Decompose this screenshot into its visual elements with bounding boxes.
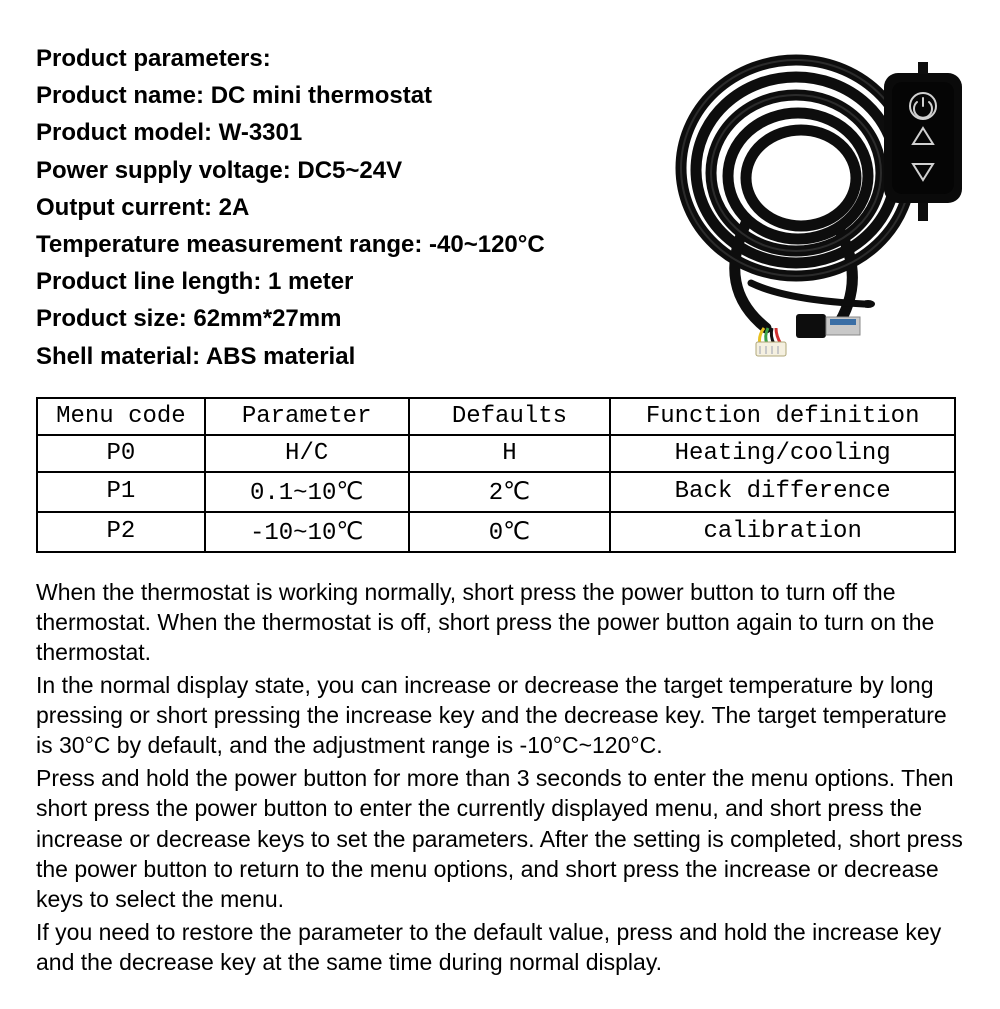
table-header: Parameter — [205, 398, 409, 435]
table-cell: calibration — [610, 512, 955, 552]
spec-line: Power supply voltage: DC5~24V — [36, 152, 676, 189]
instructions-block: When the thermostat is working normally,… — [36, 577, 964, 978]
table-cell: Heating/cooling — [610, 435, 955, 472]
table-cell: P2 — [37, 512, 205, 552]
specs-heading: Product parameters: — [36, 40, 676, 77]
table-cell: P1 — [37, 472, 205, 512]
table-cell: H — [409, 435, 611, 472]
table-cell: 0.1~10℃ — [205, 472, 409, 512]
instruction-paragraph: If you need to restore the parameter to … — [36, 917, 964, 978]
table-cell: H/C — [205, 435, 409, 472]
parameter-table: Menu code Parameter Defaults Function de… — [36, 397, 956, 553]
spec-line: Product line length: 1 meter — [36, 263, 676, 300]
spec-line: Output current: 2A — [36, 189, 676, 226]
table-row: P1 0.1~10℃ 2℃ Back difference — [37, 472, 955, 512]
usb-plug-icon — [796, 314, 860, 338]
pin-connector-icon — [756, 328, 786, 356]
table-cell: Back difference — [610, 472, 955, 512]
spec-line: Temperature measurement range: -40~120°C — [36, 226, 676, 263]
table-cell: -10~10℃ — [205, 512, 409, 552]
table-cell: 2℃ — [409, 472, 611, 512]
spec-line: Product model: W-3301 — [36, 114, 676, 151]
table-header: Function definition — [610, 398, 955, 435]
table-cell: 0℃ — [409, 512, 611, 552]
table-row: P0 H/C H Heating/cooling — [37, 435, 955, 472]
instruction-paragraph: When the thermostat is working normally,… — [36, 577, 964, 668]
table-header: Defaults — [409, 398, 611, 435]
table-row: P2 -10~10℃ 0℃ calibration — [37, 512, 955, 552]
instruction-paragraph: Press and hold the power button for more… — [36, 763, 964, 915]
table-header: Menu code — [37, 398, 205, 435]
table-header-row: Menu code Parameter Defaults Function de… — [37, 398, 955, 435]
spec-line: Product name: DC mini thermostat — [36, 77, 676, 114]
table-cell: P0 — [37, 435, 205, 472]
spec-line: Product size: 62mm*27mm — [36, 300, 676, 337]
product-photo — [656, 28, 976, 358]
product-parameters-list: Product parameters: Product name: DC min… — [36, 40, 676, 375]
instruction-paragraph: In the normal display state, you can inc… — [36, 670, 964, 761]
spec-line: Shell material: ABS material — [36, 338, 676, 375]
controller-module-icon — [884, 62, 962, 221]
